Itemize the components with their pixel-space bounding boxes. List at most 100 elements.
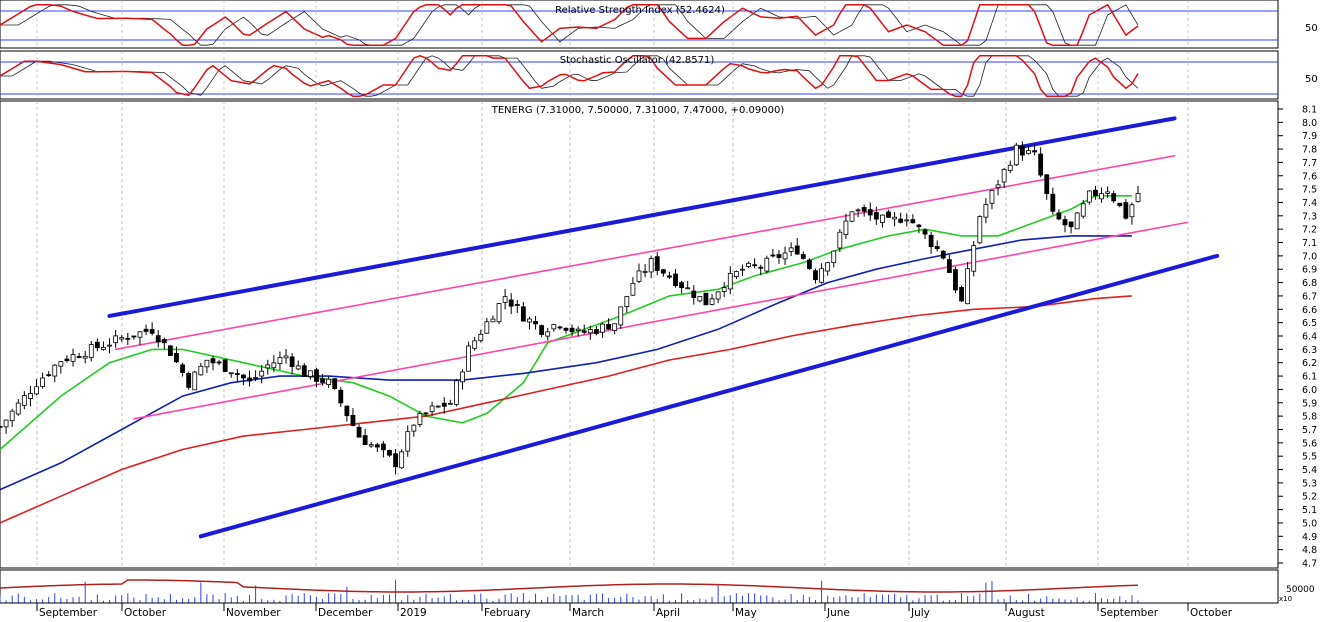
candle-body	[934, 246, 940, 250]
price-tick-label: 8.1	[1302, 105, 1317, 116]
candle-body	[953, 269, 958, 291]
rsi-panel: Relative Strength Index (52.4624) 50	[0, 0, 1318, 49]
price-tick-label: 5.1	[1302, 505, 1317, 516]
price-tick-label: 6.4	[1302, 332, 1317, 343]
candle-body	[411, 424, 417, 432]
candle-body	[1105, 191, 1110, 194]
candle-body	[174, 352, 179, 363]
price-tick-label: 5.6	[1302, 438, 1317, 449]
candle-body	[137, 331, 143, 338]
price-tick-label: 4.8	[1302, 545, 1317, 556]
month-label: June	[826, 607, 850, 618]
month-axis: September October November December 2019 Febr…	[0, 602, 1278, 619]
candle-body	[898, 218, 904, 223]
price-tick-label: 7.3	[1302, 211, 1317, 222]
candle-body	[740, 268, 745, 271]
rsi-line	[0, 3, 1139, 46]
price-tick-label: 7.6	[1302, 171, 1317, 182]
month-gridlines	[36, 0, 1189, 568]
candle-body	[1007, 164, 1013, 171]
price-tick-label: 5.5	[1302, 452, 1317, 463]
candle-body	[435, 405, 441, 408]
candle-body	[1026, 150, 1031, 154]
candle-body	[1001, 169, 1007, 183]
candle-body	[429, 405, 435, 413]
price-panel: 8.1 8.0 7.9 7.8 7.7 7.6 7.5 7.4 7.3 7.2 7.1 7.0 6.9 6…	[0, 0, 1317, 570]
candle-body	[15, 402, 21, 415]
candle-body	[320, 378, 325, 383]
candle-body	[94, 341, 100, 349]
candle-body	[581, 330, 587, 333]
candle-body	[813, 270, 818, 281]
candle-body	[228, 372, 234, 375]
candle-body	[107, 344, 112, 347]
candle-body	[125, 337, 131, 340]
candle-body	[746, 262, 751, 267]
rsi-title: Relative Strength Index (52.4624)	[555, 5, 725, 16]
price-tick-label: 6.9	[1302, 265, 1317, 276]
candle-body	[807, 259, 812, 269]
candle-body	[417, 413, 423, 425]
candle-body	[441, 402, 447, 407]
price-tick-label: 7.4	[1302, 198, 1317, 209]
candle-body	[636, 270, 642, 282]
candle-body	[387, 450, 392, 456]
candle-body	[940, 250, 946, 259]
candle-body	[253, 376, 259, 379]
month-label: February	[484, 607, 531, 618]
candle-body	[648, 258, 654, 273]
price-tick-label: 6.8	[1302, 278, 1317, 289]
candle-body	[210, 358, 216, 364]
price-tick-label: 5.3	[1302, 478, 1317, 489]
candle-body	[575, 328, 581, 332]
candle-body	[82, 355, 88, 359]
candle-body	[922, 229, 928, 235]
candle-body	[198, 365, 204, 376]
candle-body	[496, 303, 502, 323]
candle-body	[423, 412, 429, 415]
month-label: September	[1100, 607, 1159, 618]
month-label: August	[1008, 607, 1045, 618]
candle-body	[447, 402, 453, 405]
candle-body	[654, 256, 660, 271]
price-tick-label: 8.0	[1302, 118, 1317, 129]
month-label: May	[735, 607, 757, 618]
candle-body	[374, 444, 380, 448]
candle-body	[490, 318, 496, 323]
candlesticks	[0, 141, 1141, 475]
price-tick-label: 7.5	[1302, 185, 1317, 196]
candle-body	[399, 451, 405, 469]
candle-body	[131, 335, 137, 338]
candle-body	[380, 443, 386, 451]
rsi-signal-line	[0, 4, 1139, 46]
price-tick-label: 7.7	[1302, 158, 1317, 169]
candle-body	[886, 211, 891, 218]
candle-body	[393, 453, 398, 468]
candle-body	[892, 216, 897, 220]
candle-body	[794, 245, 800, 255]
trend-line	[133, 221, 1188, 420]
month-label: October	[124, 607, 167, 618]
candle-body	[271, 362, 277, 369]
candle-body	[1086, 190, 1092, 203]
candle-body	[1044, 174, 1050, 195]
volume-tick-label: 50000	[1286, 585, 1315, 595]
candle-body	[88, 344, 94, 358]
candle-body	[1050, 193, 1056, 212]
candle-body	[557, 326, 563, 329]
candle-body	[1080, 203, 1086, 217]
candle-body	[831, 250, 837, 264]
stochastic-panel: Stochastic Oscillator (42.8571) 50	[0, 50, 1318, 100]
candle-body	[301, 365, 307, 377]
price-tick-label: 5.4	[1302, 465, 1317, 476]
candle-body	[770, 254, 776, 257]
stoch-line	[0, 54, 1139, 97]
candle-body	[1099, 193, 1104, 200]
candle-body	[685, 287, 691, 290]
volume-average-line	[0, 579, 1139, 593]
candle-body	[472, 340, 478, 349]
candle-body	[800, 254, 806, 259]
candle-body	[733, 271, 739, 277]
candle-body	[587, 329, 593, 334]
